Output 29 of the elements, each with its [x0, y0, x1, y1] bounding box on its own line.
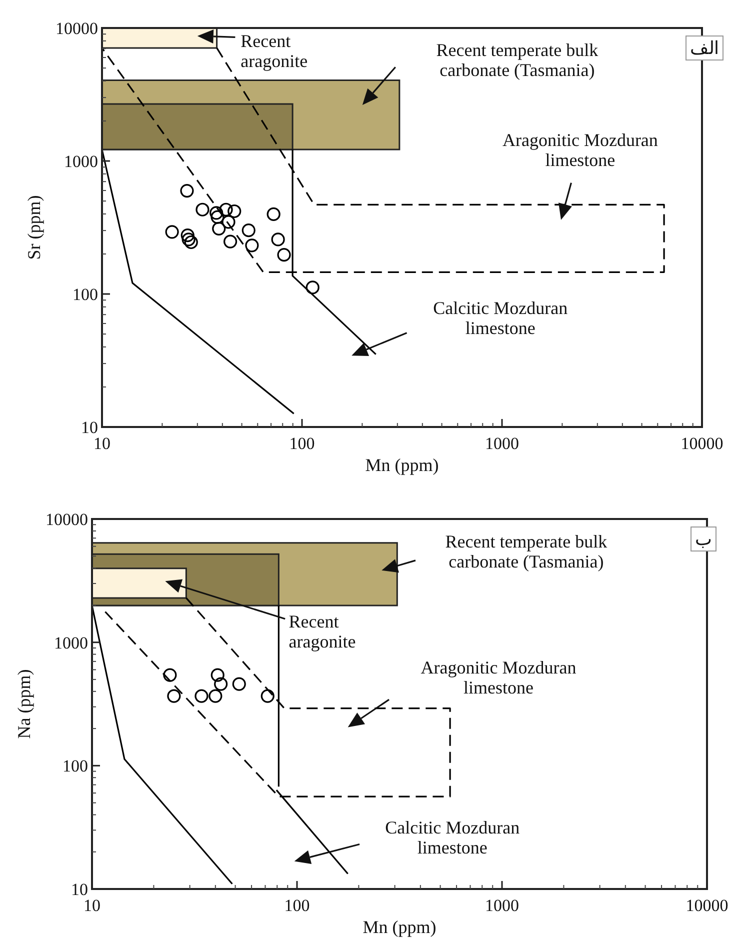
annotation: ب	[695, 529, 712, 549]
y-tick-label: 1000	[64, 152, 98, 171]
x-axis-title: Mn (ppm)	[365, 455, 439, 475]
x-tick-label: 1000	[485, 896, 519, 915]
y-tick-label: 100	[62, 756, 88, 776]
x-tick-label: 10	[94, 434, 110, 453]
x-tick-label: 10000	[680, 434, 724, 453]
annotation: Recent temperate bulk carbonate (Tasmania)	[445, 532, 608, 572]
y-tick-label: 10	[71, 880, 88, 899]
annotation: Calcitic Mozduran limestone	[433, 298, 568, 338]
annotation: Aragonitic Mozduran limestone	[502, 130, 658, 170]
annotation: Calcitic Mozduran limestone	[385, 818, 520, 858]
y-tick-label: 10	[81, 418, 98, 437]
y-tick-label: 1000	[54, 633, 88, 652]
y-axis-title: Sr (ppm)	[24, 195, 44, 260]
annotation: Recent aragonite	[240, 31, 308, 72]
x-tick-label: 1000	[485, 434, 519, 453]
y-tick-label: 10000	[56, 19, 98, 38]
annotation: Recent aragonite	[288, 611, 356, 652]
annotation: Recent temperate bulk carbonate (Tasmania)	[436, 40, 598, 80]
x-tick-label: 10000	[686, 896, 728, 915]
annotation: الف	[690, 38, 719, 58]
y-axis-title: Na (ppm)	[14, 669, 34, 739]
x-axis-title: Mn (ppm)	[362, 917, 436, 937]
x-tick-label: 100	[284, 896, 310, 915]
y-tick-label: 10000	[46, 510, 88, 529]
y-tick-label: 100	[72, 285, 98, 304]
annotation: Aragonitic Mozduran limestone	[420, 657, 576, 698]
x-tick-label: 100	[289, 434, 315, 453]
